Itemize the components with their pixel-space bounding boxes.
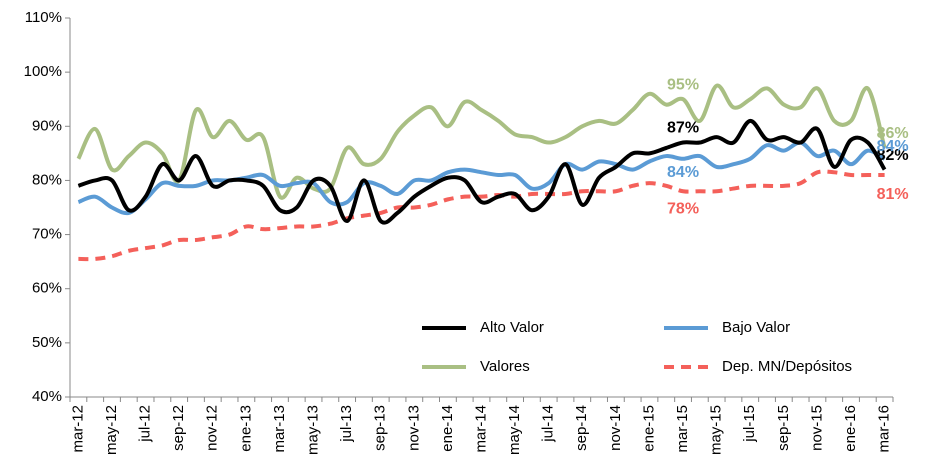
x-tick-label: mar-13 [271,405,288,453]
x-tick-label: jul-14 [540,405,557,443]
legend-label: Alto Valor [480,319,544,336]
x-tick-label: nov-15 [808,405,825,451]
x-tick-label: may-15 [708,405,725,455]
data-label: 84% [877,138,909,155]
x-tick-label: ene-15 [640,405,657,452]
x-tick-label: nov-12 [204,405,221,451]
data-label: 86% [877,125,909,142]
data-label: 78% [667,200,699,217]
x-tick-label: ene-13 [237,405,254,452]
x-tick-label: may-13 [305,405,322,455]
legend-label: Bajo Valor [722,319,790,336]
legend-label: Dep. MN/Depósitos [722,358,852,375]
data-label: 82% [877,147,909,164]
y-tick-label: 40% [32,388,62,405]
y-tick-label: 70% [32,226,62,243]
y-tick-label: 110% [25,9,62,26]
x-tick-label: nov-13 [405,405,422,451]
series-line [78,169,885,262]
x-tick-label: ene-14 [439,405,456,452]
data-label: 87% [667,120,699,137]
y-tick-label: 100% [24,63,62,80]
data-label: 84% [667,164,699,181]
series-line [77,118,887,225]
legend-label: Valores [480,358,530,375]
y-tick-label: 60% [32,280,62,297]
x-tick-label: mar-15 [674,405,691,453]
x-tick-label: nov-14 [607,405,624,451]
x-tick-label: may-14 [506,405,523,455]
x-tick-label: mar-16 [876,405,893,453]
x-tick-label: mar-12 [69,405,86,453]
series-line [77,140,886,216]
y-tick-label: 80% [32,171,62,188]
x-tick-label: jul-12 [137,405,154,443]
y-tick-label: 90% [32,117,62,134]
x-tick-label: jul-13 [338,405,355,443]
x-tick-label: sep-13 [372,405,389,451]
data-label: 81% [877,186,909,203]
x-tick-label: sep-12 [170,405,187,451]
series-line [76,83,887,200]
x-tick-label: mar-14 [472,405,489,453]
x-tick-label: sep-14 [573,405,590,451]
x-tick-label: may-12 [103,405,120,455]
x-tick-label: ene-16 [842,405,859,452]
x-tick-label: sep-15 [775,405,792,451]
y-tick-label: 50% [32,334,62,351]
data-label: 95% [667,76,699,93]
x-tick-label: jul-15 [741,405,758,443]
